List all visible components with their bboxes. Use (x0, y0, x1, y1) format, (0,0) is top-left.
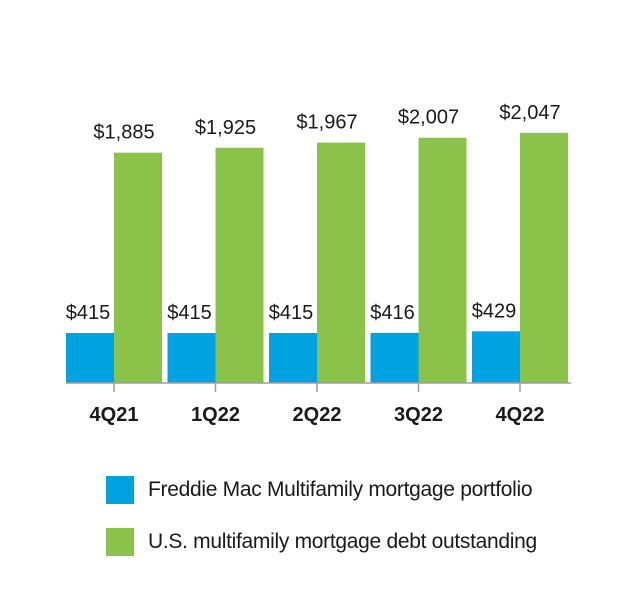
data-label-debt-outstanding-2q22: $1,967 (296, 112, 357, 134)
bar-debt-outstanding-3q22 (418, 137, 467, 383)
x-tick-label-3q22: 3Q22 (394, 404, 443, 426)
bar-portfolio-4q22 (472, 331, 520, 383)
legend-item-portfolio: Freddie Mac Multifamily mortgage portfol… (106, 476, 537, 504)
bar-debt-outstanding-4q21 (114, 152, 162, 383)
data-label-debt-outstanding-4q22: $2,047 (499, 102, 560, 124)
data-label-debt-outstanding-3q22: $2,007 (398, 107, 459, 129)
bar-chart: $415 $1,885 4Q21 $415 $1,925 1Q22 $415 $1,967 2Q… (66, 102, 571, 426)
x-tick-label-4q22: 4Q22 (496, 404, 545, 426)
data-label-portfolio-3q22: $416 (370, 302, 415, 324)
legend-swatch-portfolio (106, 476, 134, 504)
bar-debt-outstanding-2q22 (317, 142, 365, 383)
bar-portfolio-1q22 (167, 332, 216, 383)
data-label-debt-outstanding-4q21: $1,885 (93, 122, 154, 144)
data-label-debt-outstanding-1q22: $1,925 (195, 117, 256, 139)
bar-debt-outstanding-4q22 (520, 132, 568, 383)
legend-item-debt-outstanding: U.S. multifamily mortgage debt outstandi… (106, 528, 537, 556)
legend-label-portfolio: Freddie Mac Multifamily mortgage portfol… (148, 478, 533, 501)
x-tick-label-4q21: 4Q21 (90, 404, 139, 426)
data-label-portfolio-2q22: $415 (269, 302, 314, 324)
bar-portfolio-3q22 (370, 332, 419, 383)
legend-label-debt-outstanding: U.S. multifamily mortgage debt outstandi… (148, 530, 537, 553)
x-tick-label-2q22: 2Q22 (293, 404, 342, 426)
bar-debt-outstanding-1q22 (215, 147, 264, 383)
legend-swatch-debt-outstanding (106, 528, 134, 556)
data-label-portfolio-1q22: $415 (167, 302, 212, 324)
data-label-portfolio-4q21: $415 (66, 302, 111, 324)
bar-portfolio-2q22 (269, 332, 317, 383)
legend: Freddie Mac Multifamily mortgage portfol… (106, 476, 537, 580)
x-tick-label-1q22: 1Q22 (191, 404, 240, 426)
data-label-portfolio-4q22: $429 (472, 300, 517, 322)
bar-portfolio-4q21 (66, 332, 114, 383)
